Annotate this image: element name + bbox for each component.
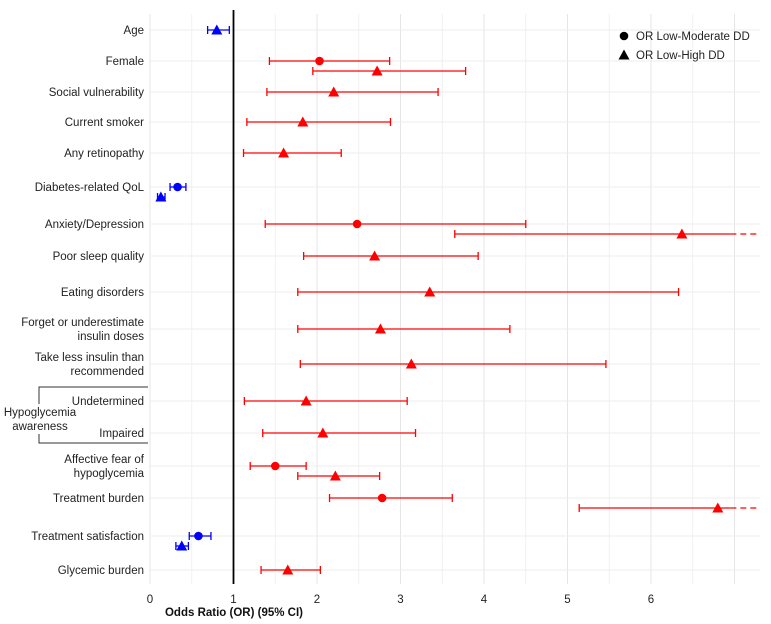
estimate-point-circle bbox=[315, 56, 324, 66]
estimate-point-circle bbox=[377, 493, 387, 503]
estimate-point-triangle bbox=[155, 191, 167, 202]
x-axis: 0 1 2 3 4 5 6 bbox=[147, 594, 654, 606]
estimate-point-triangle bbox=[424, 286, 436, 297]
group-label: Hypoglycemia bbox=[4, 407, 77, 419]
row-label: Affective fear of bbox=[64, 454, 144, 466]
estimate-point-circle bbox=[270, 461, 280, 471]
estimate-point-triangle bbox=[211, 24, 223, 35]
x-tick-label: 4 bbox=[481, 594, 488, 606]
x-tick-label: 3 bbox=[397, 594, 403, 606]
row-label: Treatment satisfaction bbox=[31, 531, 144, 543]
group-label: awareness bbox=[12, 421, 68, 433]
row-label: Take less insulin than bbox=[35, 352, 144, 364]
legend-triangle-marker bbox=[618, 49, 630, 60]
estimate-point-triangle bbox=[712, 502, 724, 513]
estimate-point-triangle bbox=[374, 323, 386, 334]
bracket-label-bg bbox=[4, 404, 76, 434]
estimate-point-triangle bbox=[328, 86, 340, 97]
row-label: Glycemic burden bbox=[58, 565, 144, 577]
legend: OR Low-Moderate DD OR Low-High DD bbox=[618, 31, 750, 62]
row-label: Social vulnerability bbox=[49, 87, 144, 99]
row-label: Female bbox=[106, 56, 144, 68]
x-tick-label: 6 bbox=[648, 594, 654, 606]
row-label: Eating disorders bbox=[61, 287, 144, 299]
legend-circle-marker bbox=[619, 31, 629, 41]
row-label: Anxiety/Depression bbox=[45, 219, 144, 231]
row-label: Treatment burden bbox=[53, 493, 144, 505]
estimate-point-circle bbox=[352, 219, 362, 229]
row-label: Poor sleep quality bbox=[53, 251, 145, 263]
estimate-point-triangle bbox=[278, 147, 290, 158]
row-label: Current smoker bbox=[65, 117, 144, 129]
data-marks bbox=[155, 24, 760, 575]
estimate-point-triangle bbox=[317, 427, 329, 438]
legend-label: OR Low-High DD bbox=[636, 50, 725, 62]
estimate-point-circle bbox=[173, 182, 182, 192]
row-label: Diabetes-related QoL bbox=[35, 182, 145, 194]
x-tick-label: 1 bbox=[230, 594, 236, 606]
estimate-point-triangle bbox=[329, 470, 341, 481]
row-label: hypoglycemia bbox=[74, 468, 145, 480]
row-label: Undetermined bbox=[72, 396, 144, 408]
grid-lines bbox=[149, 10, 760, 584]
row-label: recommended bbox=[70, 366, 144, 378]
row-labels: Age Female Social vulnerability Current smo… bbox=[21, 25, 145, 577]
row-label: insulin doses bbox=[78, 331, 145, 343]
estimate-point-circle bbox=[194, 531, 203, 541]
x-axis-label: Odds Ratio (OR) (95% CI) bbox=[165, 607, 303, 619]
estimate-point-triangle bbox=[176, 540, 188, 551]
row-label: Any retinopathy bbox=[64, 148, 144, 160]
estimate-point-triangle bbox=[297, 116, 309, 127]
x-tick-label: 5 bbox=[564, 594, 570, 606]
estimate-point-triangle bbox=[369, 250, 381, 261]
estimate-point-triangle bbox=[676, 228, 688, 239]
x-tick-label: 0 bbox=[147, 594, 153, 606]
legend-label: OR Low-Moderate DD bbox=[636, 31, 750, 43]
estimate-point-triangle bbox=[405, 358, 417, 369]
estimate-point-triangle bbox=[282, 564, 294, 575]
row-label: Impaired bbox=[99, 428, 144, 440]
x-tick-label: 2 bbox=[314, 594, 320, 606]
estimate-point-triangle bbox=[371, 65, 383, 76]
row-label: Age bbox=[124, 25, 144, 37]
hypoglycemia-awareness-bracket: Hypoglycemia awareness bbox=[4, 386, 148, 444]
estimate-point-triangle bbox=[300, 395, 312, 406]
row-label: Forget or underestimate bbox=[21, 317, 144, 329]
